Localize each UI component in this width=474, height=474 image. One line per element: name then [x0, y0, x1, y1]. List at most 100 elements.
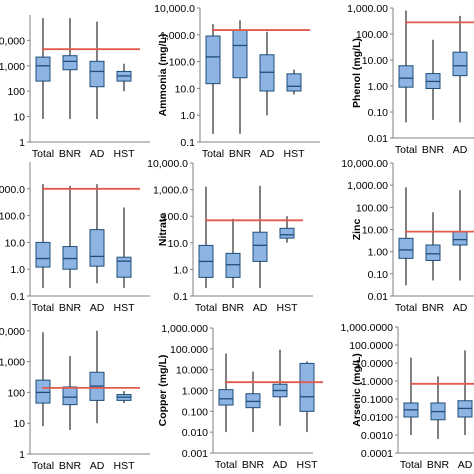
panel-5-y-tick-label: 100.0	[162, 211, 188, 223]
panel-4-category-label: BNR	[59, 302, 82, 314]
panel-4-category-label: AD	[90, 302, 105, 314]
panel-9-category-label: AD	[458, 459, 473, 471]
panel-9-category-label: BNR	[427, 459, 450, 471]
panel-1-y-tick-label: 100	[7, 86, 25, 98]
panel-7-box	[35, 379, 51, 404]
panel-8-y-tick-label: 0.100	[182, 406, 208, 418]
panel-1-box	[35, 56, 51, 82]
panel-1-y-tick-label: 10	[13, 112, 25, 124]
panel-1-box	[89, 60, 105, 88]
panel-8-y-tick-label: 0.010	[182, 427, 208, 439]
panel-3-y-tick-label: 10.00	[362, 55, 388, 67]
panel-6-y-tick-label: 1,000.00	[347, 180, 388, 192]
panel-3-y-tick-label: 1,000.00	[347, 3, 388, 15]
panel-4-y-tick-label: 100.0	[0, 211, 25, 223]
panel-1-y-tick-label: 1,000	[0, 61, 25, 73]
panel-3-y-tick-label: 1.00	[368, 81, 389, 93]
panel-3-y-tick-label: 0.10	[368, 107, 389, 119]
panel-4-y-tick-label: 1,000.0	[0, 184, 25, 196]
panel-3-box	[452, 51, 468, 77]
panel-2-y-tick-label: 10,000.0	[154, 3, 195, 15]
panel-6-box	[452, 231, 468, 246]
panel-8-box	[299, 362, 315, 412]
panel-8-y-tick-label: 100.000	[170, 344, 208, 356]
panel-7-category-label: AD	[90, 460, 105, 472]
panel-4-box	[62, 246, 78, 270]
panel-8-category-label: Total	[215, 459, 237, 471]
panel-3-category-label: BNR	[422, 144, 445, 156]
panel-4-y-tick-label: 0.1	[10, 291, 25, 303]
panel-5-y-tick-label: 1,000.0	[153, 185, 188, 197]
panel-9-category-label: Total	[400, 459, 422, 471]
panel-2-box	[205, 35, 221, 85]
panel-5-box	[279, 227, 295, 239]
panel-8-box	[245, 393, 261, 409]
panel-9-y-tick-label: 0.1000	[361, 394, 393, 406]
panel-1-y-tick-label: 10,000	[0, 35, 25, 47]
panel-8-y-tick-label: 1,000.000	[161, 323, 208, 335]
panel-7-category-label: BNR	[59, 460, 82, 472]
panel-9-y-axis-title: Arsenic (mg/L)	[351, 353, 363, 427]
panel-8-category-label: AD	[273, 459, 288, 471]
panel-5-box	[225, 252, 241, 278]
panel-1-category-label: Total	[32, 148, 54, 160]
panel-6-y-tick-label: 0.01	[368, 291, 389, 303]
panel-7-box	[62, 386, 78, 406]
panel-7-category-label: HST	[114, 460, 136, 472]
panel-9-y-tick-label: 0.0001	[361, 448, 393, 460]
panel-6-box	[425, 244, 441, 261]
panel-2-category-label: HST	[284, 148, 306, 160]
panel-4-category-label: Total	[32, 302, 54, 314]
panel-5-y-axis-title: Nitrate	[157, 213, 169, 246]
panel-4-box	[35, 241, 51, 268]
panel-9-y-tick-label: 1,000.0000	[340, 322, 393, 334]
panel-4-box	[116, 256, 132, 278]
panel-2-category-label: AD	[260, 148, 275, 160]
panel-2-y-tick-label: 100.0	[169, 57, 195, 69]
panel-9-y-tick-label: 100.0000	[349, 340, 393, 352]
panel-5-y-tick-label: 1.0	[173, 264, 188, 276]
panel-4-box	[89, 229, 105, 267]
panel-9-y-tick-label: 0.0010	[361, 430, 393, 442]
panel-7-category-label: Total	[32, 460, 54, 472]
panel-6-y-tick-label: 10.00	[362, 225, 388, 237]
panel-8-y-tick-label: 1.000	[182, 386, 208, 398]
panel-9-y-tick-label: 10.0000	[355, 358, 393, 370]
panel-2-box	[286, 73, 302, 92]
panel-5-y-tick-label: 0.1	[173, 291, 188, 303]
panel-5-category-label: HST	[277, 302, 299, 314]
panel-5-y-tick-label: 10,000.0	[147, 158, 188, 170]
panel-8-category-label: BNR	[242, 459, 265, 471]
panel-3-box	[398, 65, 414, 88]
panel-4-y-tick-label: 10.0	[5, 237, 26, 249]
panel-5-y-tick-label: 10.0	[168, 238, 189, 250]
panel-3-y-tick-label: 100.00	[356, 29, 388, 41]
panel-7-y-tick-label: 100	[7, 387, 25, 399]
panel-1-y-tick-label: 1	[19, 137, 25, 149]
panel-6-y-tick-label: 100.00	[356, 202, 388, 214]
panel-6-category-label: AD	[453, 302, 468, 314]
panel-5-category-label: Total	[195, 302, 217, 314]
panel-2-box	[232, 29, 248, 79]
panel-1-category-label: HST	[114, 148, 136, 160]
panel-2-y-tick-label: 0.1	[180, 137, 195, 149]
panel-2-y-axis-title: Ammonia (mg/L)	[157, 34, 169, 117]
panel-5-category-label: BNR	[222, 302, 245, 314]
panel-4-category-label: HST	[114, 302, 136, 314]
panel-8-y-axis-title: Copper (mg/L)	[157, 355, 169, 427]
panel-9-y-tick-label: 0.0100	[361, 412, 393, 424]
panel-8-y-tick-label: 0.001	[182, 448, 208, 460]
panel-3-category-label: Total	[395, 144, 417, 156]
panel-8-y-tick-label: 10.000	[176, 365, 208, 377]
panel-7-y-tick-label: 1	[19, 449, 25, 461]
panel-6-category-label: Total	[395, 302, 417, 314]
panel-8-box	[218, 389, 234, 406]
panel-6-category-label: BNR	[422, 302, 445, 314]
panel-7-y-tick-label: 1,000	[0, 357, 25, 369]
panel-2-y-tick-label: 10.0	[175, 83, 196, 95]
panel-9-y-tick-label: 1.0000	[361, 376, 393, 388]
panel-2-y-tick-label: 1.0	[180, 110, 195, 122]
panel-2-y-tick-label: 1,000.0	[160, 30, 195, 42]
panel-7-y-tick-label: 10	[13, 418, 25, 430]
